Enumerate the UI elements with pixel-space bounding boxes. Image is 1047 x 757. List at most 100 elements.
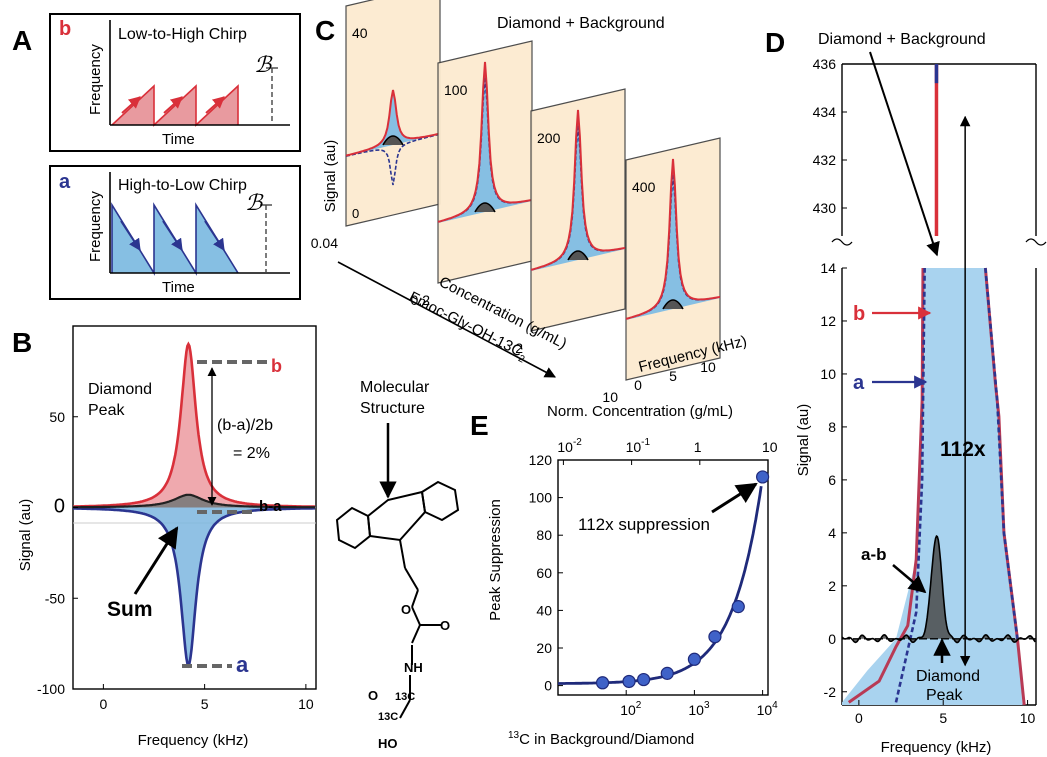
d-ytick-label: 4	[828, 525, 836, 541]
d-ytick-label: -2	[824, 684, 837, 700]
panel-e-plot: 0 20 40 60 80 100 120 102 103 104 10-2 10-1 1 10	[529, 437, 779, 718]
d-axis-break-left	[831, 238, 853, 246]
ba-level-label: b-a	[259, 498, 282, 515]
d-ab-arrow	[892, 564, 927, 594]
atom-o-ester: O	[401, 602, 411, 617]
d-top-ytick-label: 430	[813, 200, 837, 216]
panel-d-title: Diamond + Background	[818, 31, 986, 48]
series-Sum-line	[73, 493, 315, 509]
panel-d-letter: D	[765, 27, 785, 58]
chirp-b-tag: b	[59, 18, 71, 40]
d-xtick-label: 0	[855, 710, 863, 726]
panel-e-letter: E	[470, 410, 489, 441]
b-xtick-label: 5	[201, 696, 209, 712]
d-diff-line	[841, 535, 1036, 644]
b-ytick-label: 0	[54, 496, 65, 518]
b-xtick-label: 0	[99, 696, 107, 712]
atom-13c-1: 13C	[395, 691, 415, 703]
slice-b-line	[437, 61, 533, 223]
series-Sum-fill	[73, 494, 316, 508]
chirp-b-arrow-3	[205, 96, 225, 114]
panel-b-letter: B	[12, 327, 32, 358]
molecule-title-1: Molecular	[360, 379, 430, 396]
panel-a-top-frame	[49, 13, 301, 152]
d-diamond-peak-label-2: Peak	[926, 687, 963, 704]
e-top-xtick-label: 10	[762, 439, 778, 455]
sum-arrow	[133, 526, 179, 595]
d-top-ytick-label: 432	[813, 152, 837, 168]
atom-o-acid: O	[368, 688, 378, 703]
b-ytick-label: 50	[49, 409, 65, 425]
chirp-a-xlabel: Time	[162, 279, 195, 296]
panel-b-ylabel: Signal (au)	[17, 499, 34, 572]
panel-b-curves	[73, 341, 316, 669]
e-data-point	[708, 630, 722, 644]
panel-a: A b Low-to-High Chirp ℬ Frequency Time a…	[12, 13, 301, 300]
e-data-point	[731, 600, 745, 614]
panel-a-bottom-frame	[49, 165, 301, 300]
atom-ho: HO	[378, 736, 398, 751]
panel-b: B 0 5 10 50 0 -50 -100 b b-a a (b-a)/2b = 2% D…	[12, 325, 460, 751]
a-level-label: a	[236, 652, 249, 677]
ratio-value: = 2%	[233, 445, 270, 462]
panel-b-xlabel: Frequency (kHz)	[138, 732, 249, 749]
e-data-point	[687, 652, 701, 666]
slice-0.04: 40 0 0.04	[311, 0, 441, 251]
d-ytick-label: 14	[820, 260, 836, 276]
slice-10: 400 10	[602, 137, 721, 405]
panel-e-top-xlabel: Norm. Concentration (g/mL)	[547, 403, 733, 420]
e-top-xtick-label: 1	[694, 439, 702, 455]
panel-d-title-arrow	[869, 51, 940, 257]
panel-a-letter: A	[12, 25, 32, 56]
d-axis-break-right	[1025, 238, 1047, 246]
chirp-b-bandwidth-symbol: ℬ	[254, 52, 273, 77]
b-xtick-label: 10	[298, 696, 314, 712]
d-diamond-peak-label-1: Diamond	[916, 668, 980, 685]
atom-o-carbonyl: O	[440, 618, 450, 633]
e-ytick-label: 40	[536, 602, 552, 618]
chirp-b-line	[111, 84, 239, 127]
e-ytick-label: 20	[536, 640, 552, 656]
d-ytick-label: 0	[828, 631, 836, 647]
c-ftick-label: 10	[700, 359, 716, 375]
c-ftick-label: 0	[634, 377, 642, 393]
e-xtick-label: 104	[757, 700, 779, 718]
chirp-a-title: High-to-Low Chirp	[118, 177, 247, 194]
e-ytick-label: 80	[536, 527, 552, 543]
slice-scale-label: 100	[444, 82, 468, 98]
slice-scale-label: 200	[537, 130, 561, 146]
slice-conc-label: 0.04	[311, 235, 338, 251]
series-a-fill	[73, 507, 316, 666]
b-level-label: b	[271, 356, 282, 376]
chirp-a-tag: a	[59, 171, 71, 193]
e-data-point	[755, 470, 770, 484]
d-ytick-label: 6	[828, 472, 836, 488]
fmoc-structure-drawing	[335, 480, 460, 719]
e-xtick-label: 103	[688, 700, 710, 718]
e-top-xtick-label: 10-2	[557, 437, 582, 455]
d-b-label: b	[853, 303, 865, 325]
panel-e-xlabel: 13C in Background/Diamond	[508, 730, 694, 748]
sum-label: Sum	[107, 598, 153, 621]
e-ytick-label: 0	[544, 678, 552, 694]
e-annotation: 112x suppression	[578, 515, 710, 534]
chirp-a-ylabel: Frequency	[87, 191, 104, 262]
e-fit-curve	[558, 485, 763, 685]
slice-zero-label: 0	[352, 206, 359, 221]
b-diamond-peak-label-1: Diamond	[88, 381, 152, 398]
slice-diff-peak	[474, 202, 496, 213]
slice-diff-peak	[382, 135, 404, 146]
d-a-curve-left	[894, 267, 926, 703]
slice-diff-peak	[567, 250, 589, 261]
d-ytick-label: 8	[828, 419, 836, 435]
e-data-point	[660, 666, 674, 680]
ratio-text: (b-a)/2b	[217, 417, 273, 434]
d-ytick-label: 10	[820, 366, 836, 382]
panel-c-letter: C	[315, 15, 335, 46]
d-ytick-label: 2	[828, 578, 836, 594]
panel-e: E Norm. Concentration (g/mL) Peak Suppre…	[470, 403, 778, 748]
e-data-point	[595, 676, 610, 690]
d-factor-label: 112x	[940, 438, 986, 461]
